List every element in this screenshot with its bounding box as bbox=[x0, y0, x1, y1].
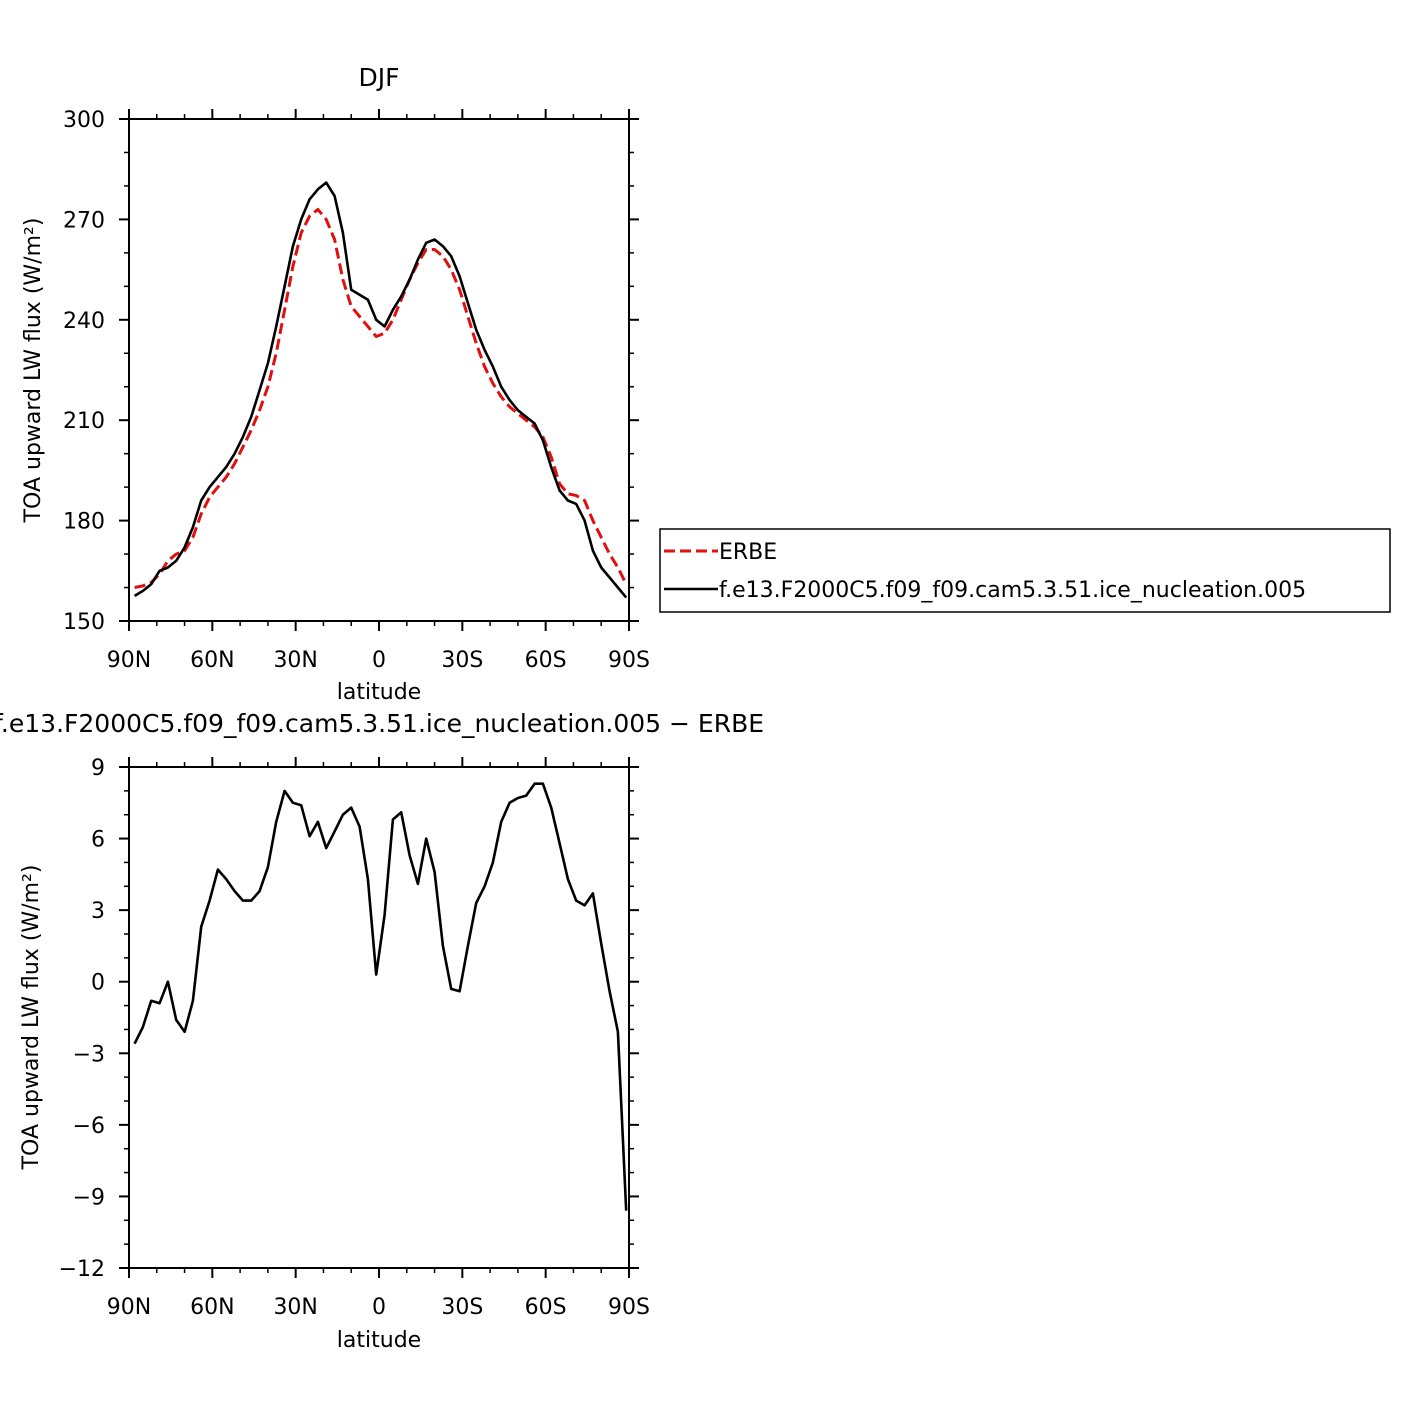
y-tick-label: 0 bbox=[91, 971, 105, 996]
x-tick-label: 0 bbox=[372, 1295, 386, 1320]
y-tick-label: 270 bbox=[63, 208, 105, 233]
y-tick-label: 6 bbox=[91, 828, 105, 853]
y-tick-label: 240 bbox=[63, 309, 105, 334]
legend-label-erbe: ERBE bbox=[719, 540, 777, 565]
legend: ERBE f.e13.F2000C5.f09_f09.cam5.3.51.ice… bbox=[659, 528, 1391, 613]
series-line-0 bbox=[133, 782, 628, 1211]
x-tick-label: 60N bbox=[190, 648, 234, 673]
x-axis-label: latitude bbox=[337, 680, 421, 705]
chart-bottom: f.e13.F2000C5.f09_f09.cam5.3.51.ice_nucl… bbox=[0, 709, 764, 1353]
y-tick-label: 150 bbox=[63, 610, 105, 635]
y-axis-label: TOA upward LW flux (W/m²) bbox=[19, 865, 44, 1171]
y-tick-label: −12 bbox=[59, 1257, 105, 1282]
y-tick-label: −3 bbox=[73, 1042, 105, 1067]
plot-frame bbox=[128, 766, 630, 1269]
x-tick-label: 60N bbox=[190, 1295, 234, 1320]
y-tick-label: 210 bbox=[63, 409, 105, 434]
y-tick-label: −6 bbox=[73, 1114, 105, 1139]
plot-frame bbox=[128, 118, 630, 622]
legend-label-model: f.e13.F2000C5.f09_f09.cam5.3.51.ice_nucl… bbox=[719, 578, 1306, 603]
legend-box bbox=[659, 528, 1391, 613]
series-line-1 bbox=[133, 181, 628, 599]
y-tick-label: 9 bbox=[91, 756, 105, 781]
series-group bbox=[133, 181, 628, 599]
y-tick-label: 3 bbox=[91, 899, 105, 924]
x-tick-label: 30S bbox=[441, 648, 483, 673]
y-tick-label: 180 bbox=[63, 510, 105, 535]
x-tick-label: 90S bbox=[608, 648, 650, 673]
x-tick-label: 30N bbox=[273, 1295, 317, 1320]
y-tick-label: −9 bbox=[73, 1185, 105, 1210]
x-tick-label: 90S bbox=[608, 1295, 650, 1320]
y-tick-label: 300 bbox=[63, 108, 105, 133]
x-tick-label: 30N bbox=[273, 648, 317, 673]
x-tick-label: 0 bbox=[372, 648, 386, 673]
x-tick-label: 90N bbox=[107, 1295, 151, 1320]
x-axis-label: latitude bbox=[337, 1328, 421, 1353]
x-tick-label: 60S bbox=[525, 1295, 567, 1320]
chart-title: f.e13.F2000C5.f09_f09.cam5.3.51.ice_nucl… bbox=[0, 709, 764, 738]
y-axis-label: TOA upward LW flux (W/m²) bbox=[21, 218, 46, 524]
x-tick-label: 60S bbox=[525, 648, 567, 673]
x-tick-label: 30S bbox=[441, 1295, 483, 1320]
x-tick-label: 90N bbox=[107, 648, 151, 673]
series-line-0 bbox=[134, 207, 628, 589]
chart-top: DJF TOA upward LW flux (W/m²) latitude 3… bbox=[21, 63, 1391, 705]
chart-title: DJF bbox=[358, 63, 399, 92]
series-group bbox=[133, 782, 628, 1211]
